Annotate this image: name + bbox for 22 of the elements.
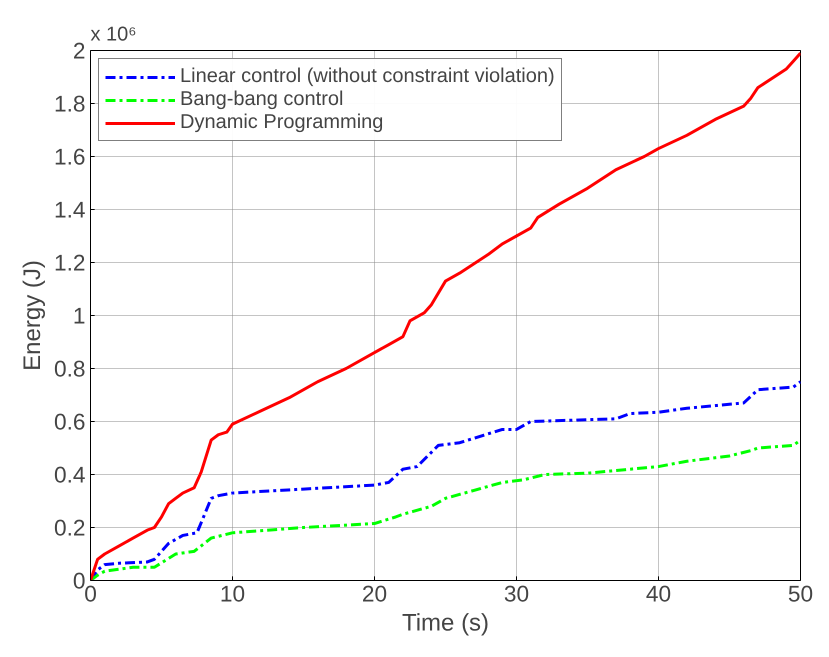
y-tick-label: 1 bbox=[72, 302, 86, 328]
text: x 10⁶ bbox=[90, 24, 137, 46]
x-tick-label: 50 bbox=[788, 580, 814, 606]
x-axis-title: Time (s) bbox=[402, 610, 490, 636]
x-tick-label: 40 bbox=[646, 580, 672, 606]
legend-label: Bang-bang control bbox=[180, 88, 344, 111]
y-tick-label: 0.6 bbox=[54, 408, 86, 434]
y-tick-label: 2 bbox=[72, 38, 86, 64]
x-tick-label: 20 bbox=[362, 580, 388, 606]
y-tick-label: 1.4 bbox=[54, 196, 86, 222]
y-axis-title: Energy (J) bbox=[19, 260, 46, 371]
legend-label: Linear control (without constraint violation) bbox=[180, 65, 555, 88]
y-tick-label: 1.2 bbox=[54, 250, 86, 276]
x-tick-label: 30 bbox=[504, 580, 530, 606]
y-tick-label: 0.2 bbox=[54, 514, 86, 540]
y-tick-label: 0.8 bbox=[54, 356, 86, 382]
x-tick-label: 10 bbox=[220, 580, 246, 606]
y-tick-label: 1.6 bbox=[54, 144, 86, 170]
line-series bbox=[90, 52, 800, 580]
y-tick-label: 1.8 bbox=[54, 90, 86, 116]
legend-label: Dynamic Programming bbox=[180, 111, 384, 134]
y-tick-label: 0.4 bbox=[54, 462, 86, 488]
